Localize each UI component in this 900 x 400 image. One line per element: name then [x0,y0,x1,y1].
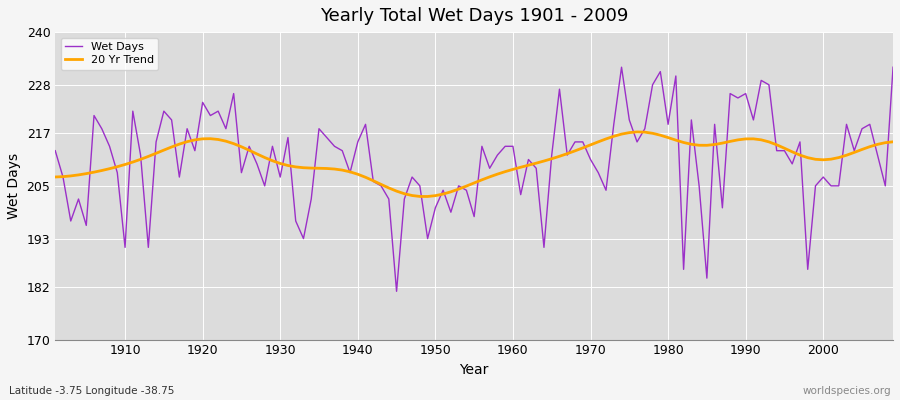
Wet Days [516,192,526,197]
20 Yr Trend [50,174,60,179]
Legend: Wet Days, 20 Yr Trend: Wet Days, 20 Yr Trend [61,38,158,70]
20 Yr Trend [422,194,433,199]
Line: Wet Days: Wet Days [55,67,893,291]
Wet Days [50,148,60,153]
20 Yr Trend [632,130,643,134]
20 Yr Trend [887,140,898,144]
Line: 20 Yr Trend: 20 Yr Trend [55,132,893,196]
Title: Yearly Total Wet Days 1901 - 2009: Yearly Total Wet Days 1901 - 2009 [320,7,628,25]
Wet Days [112,170,122,175]
20 Yr Trend [329,167,340,172]
20 Yr Trend [516,165,526,170]
20 Yr Trend [508,167,518,172]
Wet Days [616,65,627,70]
20 Yr Trend [283,163,293,168]
Y-axis label: Wet Days: Wet Days [7,153,21,219]
X-axis label: Year: Year [460,363,489,377]
Text: Latitude -3.75 Longitude -38.75: Latitude -3.75 Longitude -38.75 [9,386,175,396]
Text: worldspecies.org: worldspecies.org [803,386,891,396]
20 Yr Trend [112,164,122,169]
Wet Days [283,135,293,140]
Wet Days [329,144,340,149]
Wet Days [508,144,518,149]
Wet Days [392,289,402,294]
Wet Days [608,122,619,127]
20 Yr Trend [608,134,619,139]
Wet Days [887,65,898,70]
